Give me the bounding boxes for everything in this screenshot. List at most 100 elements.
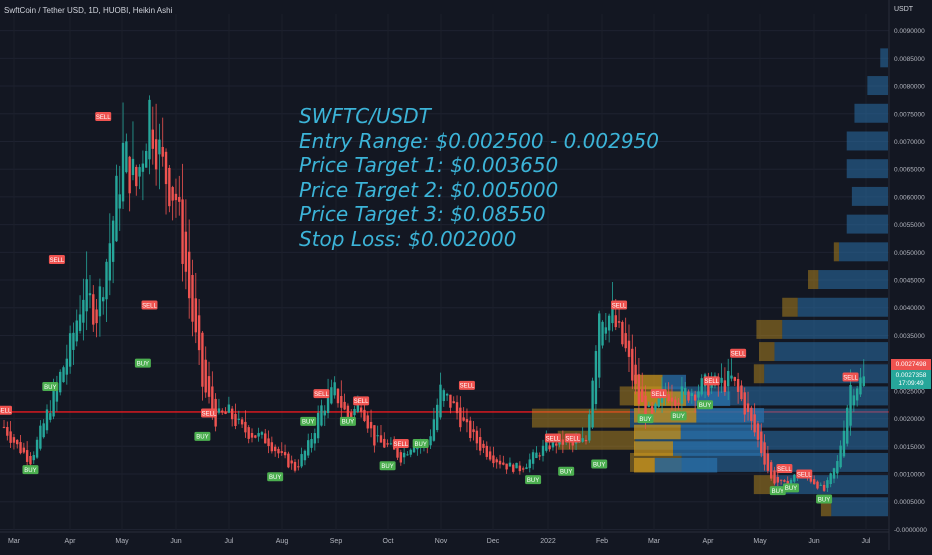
signal-box xyxy=(558,466,575,476)
candle-body xyxy=(138,167,141,177)
candle-body xyxy=(495,459,498,463)
candle-body xyxy=(273,446,277,452)
candle-body xyxy=(207,376,211,397)
signal-box xyxy=(544,433,561,443)
candle-body xyxy=(240,419,244,425)
candle-body xyxy=(607,315,611,331)
signal-label: BUY xyxy=(137,361,149,367)
candle-body xyxy=(316,412,320,439)
candle-body xyxy=(631,348,634,381)
candle-body xyxy=(16,439,19,445)
candle-body xyxy=(12,437,16,443)
x-tick-label: Jul xyxy=(862,538,871,545)
volume-profile-bar-gold xyxy=(808,270,819,290)
candle-body xyxy=(389,443,393,445)
candle-body xyxy=(541,445,545,456)
signal-label: BUY xyxy=(639,417,651,423)
volume-profile-bar-blue xyxy=(846,131,888,151)
candle-body xyxy=(598,313,601,378)
signal-label: SELL xyxy=(393,442,408,448)
signal-box xyxy=(48,255,65,265)
candle-body xyxy=(277,448,280,454)
sell-signal: SELL xyxy=(564,433,581,443)
volume-profile-bar-gold xyxy=(820,497,832,517)
buy-signal: BUY xyxy=(783,483,800,493)
candle-body xyxy=(356,402,360,413)
candle-body xyxy=(594,351,598,405)
signal-label: SELL xyxy=(202,411,217,417)
candle-body xyxy=(756,423,760,440)
candle-body xyxy=(654,403,657,410)
signal-box xyxy=(796,469,813,479)
y-tick-label: 0.0005000 xyxy=(894,499,925,506)
signal-box xyxy=(670,411,687,421)
signal-box xyxy=(392,439,409,449)
candle-body xyxy=(614,315,617,328)
buy-signal: BUY xyxy=(591,459,608,469)
candle-body xyxy=(591,380,594,428)
candle-body xyxy=(746,403,750,413)
signal-box xyxy=(339,416,356,426)
candle-body xyxy=(432,419,436,441)
candle-body xyxy=(310,439,313,448)
price-badge-2: 0.0027358 xyxy=(891,370,931,381)
volume-profile-bar-gold xyxy=(753,364,765,384)
candle-body xyxy=(194,298,197,333)
candle-body xyxy=(498,460,502,465)
candle-body xyxy=(545,440,548,451)
candle-body xyxy=(105,261,108,300)
volume-profile-bar-gold xyxy=(833,242,839,262)
candle-body xyxy=(42,423,45,438)
candle-body xyxy=(736,378,740,392)
signal-box xyxy=(525,475,542,485)
signal-box xyxy=(816,494,833,504)
signal-box xyxy=(776,463,793,473)
candle-body xyxy=(839,445,842,468)
candle-body xyxy=(350,412,353,418)
candle-body xyxy=(730,375,733,379)
candle-body xyxy=(690,393,694,396)
candle-body xyxy=(237,418,240,420)
symbol-header: SwftCoin / Tether USD, 1D, HUOBI, Heikin… xyxy=(4,6,173,15)
candle-body xyxy=(49,413,52,420)
candle-body xyxy=(710,383,713,388)
candle-body xyxy=(25,450,29,462)
candle-body xyxy=(330,387,333,404)
volume-profile-bar-gold xyxy=(753,475,775,495)
candle-body xyxy=(528,459,531,469)
volume-profile-bar-blue xyxy=(764,364,888,384)
candle-body xyxy=(740,385,743,400)
y-tick-label: 0.0025000 xyxy=(894,388,925,395)
x-tick-label: 2022 xyxy=(540,538,556,545)
candle-body xyxy=(293,461,297,471)
annotation-line-stop-loss: Stop Loss: $0.002000 xyxy=(299,226,517,251)
candle-body xyxy=(793,474,796,482)
candle-body xyxy=(488,451,492,460)
candle-body xyxy=(174,193,178,201)
candle-body xyxy=(343,401,346,410)
candle-body xyxy=(783,480,786,482)
candle-body xyxy=(779,479,783,481)
candle-body xyxy=(32,455,35,461)
signal-box xyxy=(267,472,284,482)
signal-box xyxy=(141,300,158,310)
candle-body xyxy=(409,449,412,455)
candle-body xyxy=(478,437,482,451)
sell-signal: SELL xyxy=(796,469,813,479)
candle-body xyxy=(412,446,416,453)
candle-body xyxy=(515,462,518,469)
candle-body xyxy=(184,231,188,272)
candle-body xyxy=(551,439,555,448)
candle-body xyxy=(733,377,737,381)
candle-body xyxy=(435,404,439,431)
candle-body xyxy=(482,443,485,448)
candle-body xyxy=(59,371,62,393)
candle-body xyxy=(832,468,836,479)
sell-signal: SELL xyxy=(544,433,561,443)
candle-body xyxy=(191,274,194,322)
sell-signal: SELL xyxy=(353,396,370,406)
candle-body xyxy=(264,433,267,444)
candle-body xyxy=(670,397,674,402)
x-tick-label: May xyxy=(115,538,129,545)
